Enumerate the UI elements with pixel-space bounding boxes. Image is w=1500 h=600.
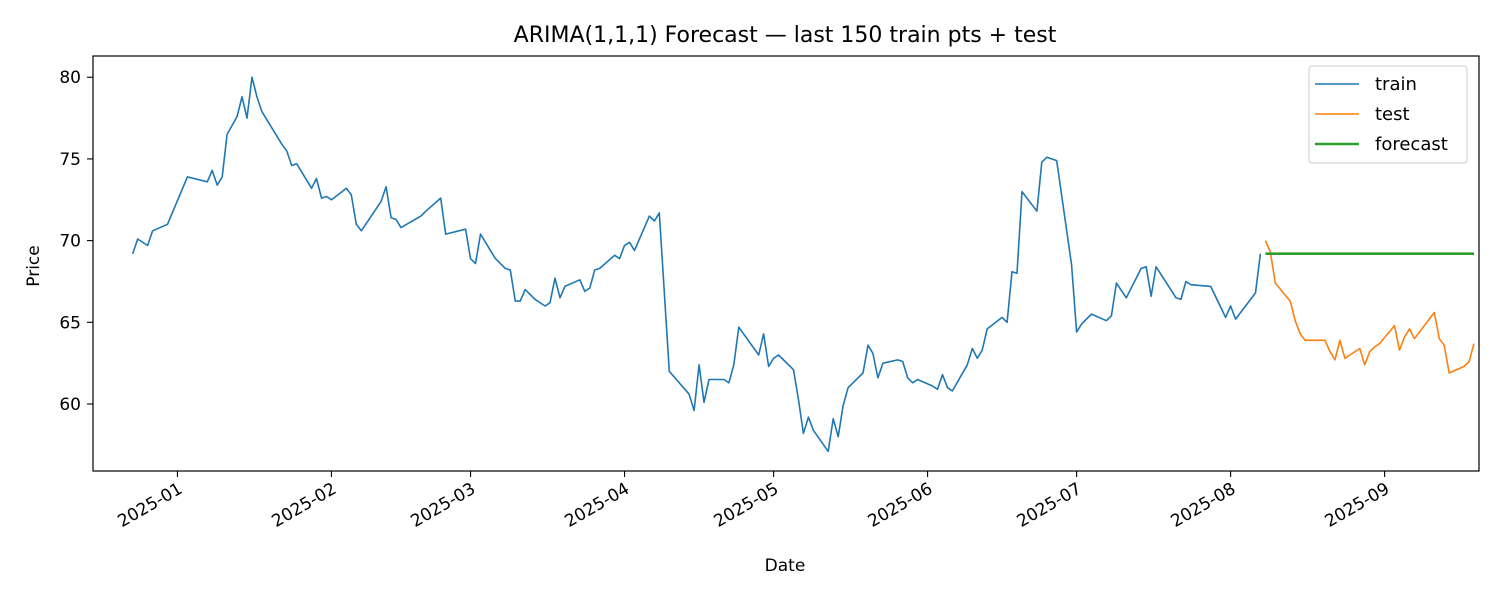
legend-label-forecast: forecast [1375,134,1448,155]
y-axis-label: Price [24,245,44,286]
legend-label-train: train [1375,74,1417,95]
legend-box [1308,65,1468,164]
y-tick-label: 65 [59,313,81,333]
y-tick-label: 75 [59,150,81,170]
y-tick-label: 60 [59,395,81,415]
y-tick-label: 70 [59,232,81,252]
chart-title: ARIMA(1,1,1) Forecast — last 150 train p… [514,23,1057,48]
plot-area [131,76,1475,453]
y-tick-label: 80 [59,68,81,88]
series-line-train [131,76,1262,453]
legend-label-test: test [1375,104,1410,125]
series-line-test [1264,240,1475,374]
legend: train test forecast [1308,65,1468,164]
y-axis: 60 65 70 75 80 [59,68,93,415]
x-axis-label: Date [765,556,806,576]
plot-frame [92,55,1480,472]
